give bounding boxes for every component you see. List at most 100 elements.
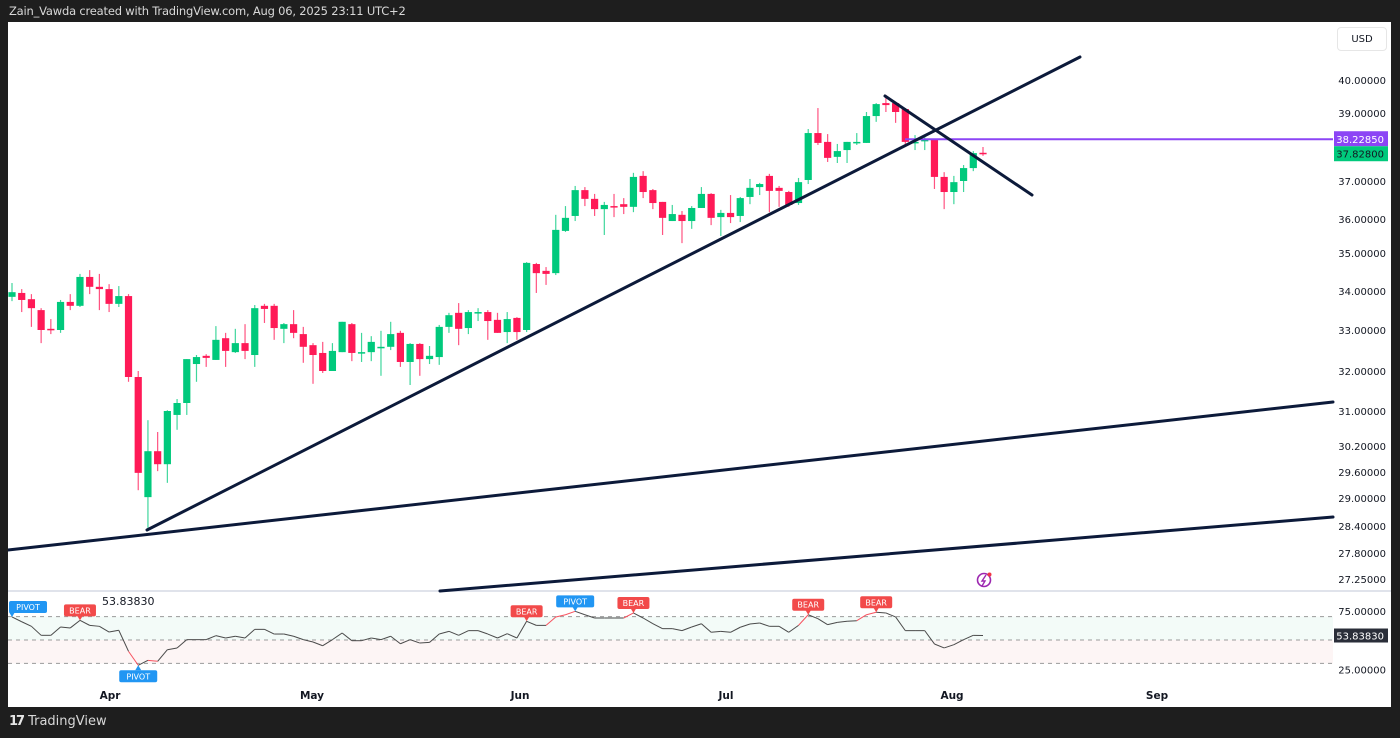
lightning-icon[interactable] bbox=[976, 572, 992, 588]
candle-body bbox=[105, 289, 113, 304]
candle bbox=[824, 134, 832, 162]
marker-pointer bbox=[805, 609, 812, 615]
candle bbox=[513, 317, 521, 340]
candle-body bbox=[552, 229, 560, 274]
rsi-segment bbox=[555, 614, 566, 618]
candle bbox=[474, 308, 482, 322]
rising-trendline[interactable] bbox=[145, 55, 1082, 532]
candle bbox=[134, 371, 142, 491]
candle bbox=[688, 206, 696, 229]
rsi-segment bbox=[109, 629, 119, 633]
rsi-segment bbox=[11, 616, 22, 623]
chart-attribution: Zain_Vawda created with TradingView.com,… bbox=[9, 4, 406, 18]
falling-trendline[interactable] bbox=[883, 94, 1034, 197]
time-label: Jun bbox=[510, 690, 530, 702]
candle bbox=[299, 326, 307, 363]
candle-body bbox=[144, 451, 152, 498]
rsi-segment bbox=[206, 635, 217, 641]
trendlines[interactable] bbox=[6, 55, 1335, 593]
candle-body bbox=[804, 133, 812, 180]
left-frame bbox=[0, 22, 8, 712]
candle bbox=[18, 289, 26, 313]
time-axis[interactable]: Apr May Jun Jul Aug Sep bbox=[100, 690, 1169, 702]
candle bbox=[930, 138, 939, 189]
candle-body bbox=[649, 190, 657, 204]
rsi-segment bbox=[885, 612, 896, 618]
rsi-last-label: 53.83830 bbox=[1336, 632, 1384, 643]
candle-body bbox=[115, 296, 123, 304]
candle bbox=[144, 420, 152, 528]
price-tick-label: 30.20000 bbox=[1338, 442, 1386, 453]
candle-body bbox=[464, 312, 472, 329]
rsi-segment bbox=[69, 619, 81, 629]
candle bbox=[775, 185, 783, 207]
price-tick-label: 27.80000 bbox=[1338, 549, 1386, 560]
candle-body bbox=[756, 184, 764, 188]
candle-body bbox=[746, 187, 754, 197]
upper-channel-line[interactable] bbox=[6, 400, 1335, 552]
candle-body bbox=[610, 206, 618, 208]
marker-pointer bbox=[523, 616, 530, 622]
footer: 17 TradingView bbox=[9, 714, 107, 729]
candle-body bbox=[785, 192, 793, 205]
candle-body bbox=[435, 326, 443, 358]
candle bbox=[387, 321, 395, 351]
candle bbox=[484, 310, 492, 340]
candle-body bbox=[299, 334, 307, 347]
rsi-last-badge bbox=[1334, 628, 1388, 643]
candle bbox=[697, 187, 706, 208]
candle-body bbox=[231, 343, 239, 353]
marker-label: BEAR bbox=[623, 599, 645, 608]
candle-body bbox=[620, 204, 628, 207]
rsi-tick-label: 75.00000 bbox=[1338, 607, 1386, 618]
rsi-segment bbox=[856, 614, 867, 622]
notification-dot-icon bbox=[987, 572, 992, 577]
candle bbox=[328, 343, 337, 371]
price-axis[interactable]: 40.00000 39.00000 37.00000 36.00000 35.00000… bbox=[1338, 76, 1386, 586]
marker-tag bbox=[556, 595, 595, 608]
time-label: Sep bbox=[1146, 690, 1169, 702]
chart-panel[interactable] bbox=[8, 22, 1391, 707]
candle-body bbox=[921, 139, 929, 142]
candle bbox=[348, 322, 356, 362]
rsi-segment bbox=[876, 611, 886, 614]
time-label: May bbox=[300, 690, 324, 702]
candle bbox=[620, 198, 628, 215]
marker-tag bbox=[9, 600, 47, 613]
lower-channel-line[interactable] bbox=[438, 515, 1335, 593]
candle bbox=[814, 108, 822, 145]
rsi-series: 53.83830 PIVOT BEAR PIVOT BEAR PIVOT BEAR BEAR B… bbox=[0, 22, 1388, 712]
candle-body bbox=[911, 141, 919, 144]
price-tick-label: 34.00000 bbox=[1338, 287, 1386, 298]
rsi-segment bbox=[293, 635, 304, 641]
currency-button[interactable]: USD bbox=[1337, 27, 1387, 51]
candle bbox=[86, 270, 94, 295]
marker-pointer bbox=[135, 665, 142, 671]
candle bbox=[231, 328, 239, 353]
rsi-segment bbox=[827, 621, 838, 626]
candle-body bbox=[86, 276, 94, 287]
rsi-segment bbox=[79, 619, 90, 626]
rsi-legend-value: 53.83830 bbox=[102, 595, 155, 608]
candle-body bbox=[707, 193, 715, 218]
candle bbox=[95, 273, 103, 311]
candle bbox=[639, 171, 647, 199]
candle bbox=[76, 273, 84, 307]
marker-label: BEAR bbox=[797, 601, 819, 610]
candle-body bbox=[406, 343, 414, 362]
candle-body bbox=[367, 341, 375, 353]
candle-body bbox=[222, 338, 230, 351]
rsi-tick-label: 25.00000 bbox=[1338, 665, 1386, 676]
candle bbox=[406, 343, 414, 385]
candle bbox=[503, 312, 511, 344]
rsi-segment bbox=[167, 647, 178, 651]
candle-body bbox=[862, 116, 871, 143]
candle-body bbox=[192, 357, 201, 365]
candle bbox=[47, 319, 55, 335]
candle-body bbox=[775, 187, 783, 191]
candle-body bbox=[678, 214, 686, 222]
candle-body bbox=[124, 296, 133, 377]
rsi-segment bbox=[847, 620, 857, 622]
candle bbox=[707, 193, 715, 226]
